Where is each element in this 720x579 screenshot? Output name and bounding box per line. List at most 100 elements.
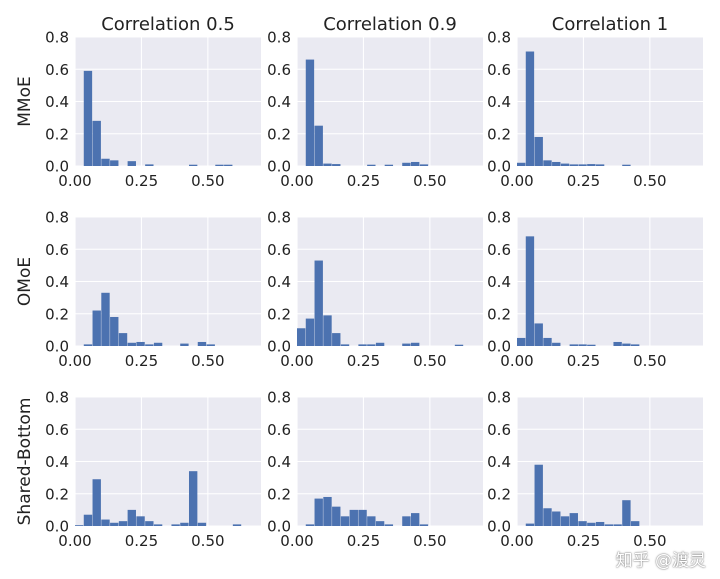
panel-r2c2-histogram-bar <box>630 521 640 526</box>
panel-r2c1-histogram-bar <box>323 496 332 526</box>
panel-r0c1-ytick-label: 0.6 <box>267 61 291 79</box>
panel-r1c2-histogram-bar <box>587 344 596 346</box>
panel-r0c0-histogram-bar <box>127 161 136 166</box>
panel-r1c1-histogram-bar <box>375 342 385 346</box>
panel-r0c2-ytick-label: 0.0 <box>487 158 511 176</box>
panel-r1c1-histogram-bar <box>297 328 306 346</box>
panel-r1c2-xtick-label: 0.50 <box>633 352 666 370</box>
panel-r1c0-ytick-label: 0.4 <box>45 273 69 291</box>
panel-r2c1-xtick-label: 0.00 <box>280 532 313 550</box>
panel-r0c1-histogram-bar <box>367 164 376 166</box>
panel-r2c2-histogram-bar <box>569 513 578 526</box>
panel-r1c0-histogram-bar <box>136 341 145 346</box>
panel-r0c2-histogram-bar <box>569 164 578 166</box>
panel-r0c1-histogram-bar <box>384 164 394 166</box>
panel-r1c1-ytick-label: 0.2 <box>267 305 291 323</box>
panel-r0c0-xtick-label: 0.25 <box>125 172 158 190</box>
panel-r2c2-xtick-label: 0.50 <box>633 532 666 550</box>
panel-r0c2-histogram-bar <box>543 160 552 166</box>
panel-r1c0-histogram-bar <box>101 292 110 346</box>
panel-r1c0-xtick-label: 0.50 <box>191 352 224 370</box>
panel-r2c1-histogram-bar <box>314 498 323 526</box>
panel-r2c0-xtick-label: 0.25 <box>125 532 158 550</box>
panel-r2c1-histogram-bar <box>402 516 411 526</box>
panel-r0c0-xtick-label: 0.00 <box>58 172 91 190</box>
panel-r2c0-histogram-bar <box>92 479 101 526</box>
panel-r1c1-histogram-bar <box>454 344 464 346</box>
panel-r1c0-xtick-label: 0.00 <box>58 352 91 370</box>
panel-r0c1-ytick-label: 0.0 <box>267 158 291 176</box>
panel-r1c0-histogram-bar <box>206 344 215 346</box>
panel-r1c1-histogram-bar <box>305 318 315 346</box>
panel-r1c2-ytick-label: 0.0 <box>487 338 511 356</box>
panel-r0c1-ytick-label: 0.2 <box>267 125 291 143</box>
panel-r0c2-histogram-bar <box>517 162 526 166</box>
panel-r2c2-histogram-bar <box>613 524 622 526</box>
panel-r0c2-ytick-label: 0.8 <box>487 29 511 47</box>
panel-r1c2-histogram-bar <box>517 337 526 346</box>
panel-r2c2-ytick-label: 0.0 <box>487 518 511 536</box>
panel-r1c2-xtick-label: 0.25 <box>567 352 600 370</box>
panel-r2c2-histogram-bar <box>560 516 570 526</box>
panel-r0c0-ytick-label: 0.8 <box>45 29 69 47</box>
panel-r0c0-histogram-bar <box>215 164 224 166</box>
panel-r2c0-histogram-bar <box>75 525 84 526</box>
row-label: MMoE <box>15 76 35 126</box>
panel-r2c0-histogram-bar <box>232 524 242 526</box>
panel-r1c1-ytick-label: 0.0 <box>267 338 291 356</box>
panel-r2c1-ytick-label: 0.2 <box>267 485 291 503</box>
panel-r1c2-histogram-bar <box>543 337 552 346</box>
column-title: Correlation 0.9 <box>323 14 457 35</box>
panel-r1c0-histogram-bar <box>110 316 119 346</box>
panel-r2c0-ytick-label: 0.0 <box>45 518 69 536</box>
panel-r1c1-histogram-bar <box>323 315 332 346</box>
panel-r0c0-xtick-label: 0.50 <box>191 172 224 190</box>
panel-r0c0-ytick-label: 0.6 <box>45 61 69 79</box>
panel-r1c1-histogram-bar <box>358 344 367 346</box>
panel-r2c1-ytick-label: 0.0 <box>267 518 291 536</box>
column-title: Correlation 0.5 <box>101 14 235 35</box>
panel-r2c2-ytick-label: 0.8 <box>487 389 511 407</box>
panel-r0c0-ytick-label: 0.0 <box>45 158 69 176</box>
panel-r2c2-xtick-label: 0.00 <box>500 532 533 550</box>
panel-r0c2-histogram-bar <box>525 51 535 167</box>
panel-r1c1-histogram-bar <box>340 344 350 346</box>
panel-r2c0-ytick-label: 0.4 <box>45 453 69 471</box>
panel-r1c0-histogram-bar <box>92 310 101 346</box>
panel-r2c0-histogram-bar <box>171 524 180 526</box>
panel-r2c0-histogram-bar <box>145 521 154 526</box>
panel-r2c0-histogram-bar <box>83 514 93 526</box>
panel-r0c2-histogram-bar <box>587 164 596 166</box>
panel-r1c0-ytick-label: 0.6 <box>45 241 69 259</box>
panel-r0c1-xtick-label: 0.25 <box>347 172 380 190</box>
panel-r1c0-histogram-bar <box>197 341 207 346</box>
panel-r1c0-histogram-bar <box>153 342 163 346</box>
panel-r1c1-histogram-bar <box>332 333 341 346</box>
panel-r2c2-histogram-bar <box>552 511 561 526</box>
panel-r2c0-histogram-bar <box>110 522 119 526</box>
panel-r2c2-histogram-bar <box>578 521 587 526</box>
panel-r1c0-histogram-bar <box>118 333 128 346</box>
panel-r2c1-xtick-label: 0.25 <box>347 532 380 550</box>
panel-r1c1-histogram-bar <box>314 260 323 346</box>
panel-r0c1-histogram-bar <box>323 163 332 166</box>
panel-r0c2-ytick-label: 0.6 <box>487 61 511 79</box>
panel-r0c0-histogram-bar <box>224 164 233 166</box>
panel-r0c0-histogram-bar <box>83 70 93 166</box>
panel-r0c1-ytick-label: 0.8 <box>267 29 291 47</box>
panel-r2c1-histogram-bar <box>358 509 367 526</box>
panel-r2c1-histogram-bar <box>349 509 358 526</box>
panel-r2c0-ytick-label: 0.6 <box>45 421 69 439</box>
panel-r2c1-ytick-label: 0.6 <box>267 421 291 439</box>
panel-r2c2-histogram-bar <box>595 521 605 526</box>
panel-r2c2-histogram-bar <box>622 500 631 526</box>
panel-r0c2-xtick-label: 0.00 <box>500 172 533 190</box>
panel-r0c1-histogram-bar <box>410 161 420 166</box>
panel-r1c0-ytick-label: 0.0 <box>45 338 69 356</box>
panel-r0c2-histogram-bar <box>534 136 543 166</box>
panel-r0c2-ytick-label: 0.4 <box>487 93 511 111</box>
panel-r0c1-xtick-label: 0.50 <box>413 172 446 190</box>
watermark-text: 知乎 @渡灵 <box>615 551 706 571</box>
panel-r1c0-histogram-bar <box>145 344 154 346</box>
panel-r0c1-histogram-bar <box>332 164 341 166</box>
